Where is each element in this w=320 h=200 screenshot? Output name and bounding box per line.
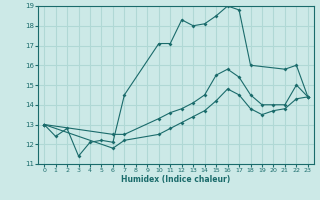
X-axis label: Humidex (Indice chaleur): Humidex (Indice chaleur) bbox=[121, 175, 231, 184]
